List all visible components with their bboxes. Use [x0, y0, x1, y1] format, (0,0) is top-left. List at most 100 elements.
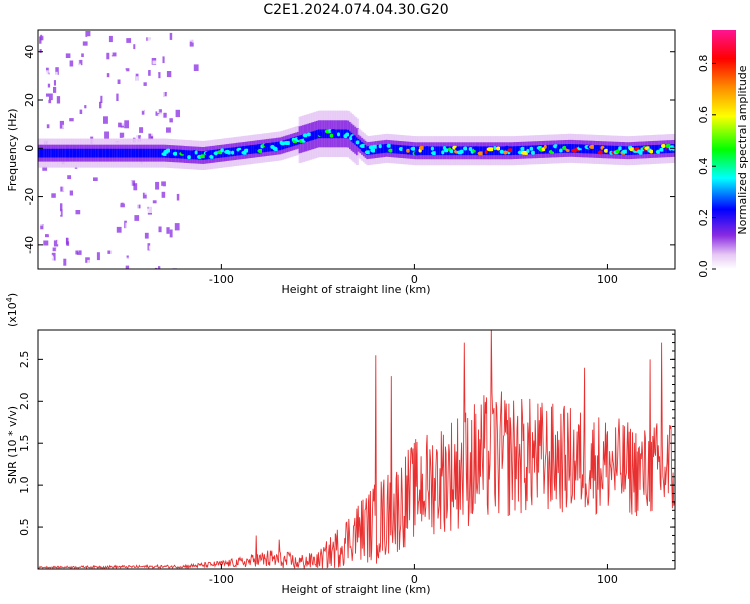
- spectrogram-noise-cell: [189, 39, 194, 47]
- spectrogram-noise-cell: [166, 227, 170, 234]
- snr-xtick-label: 0: [411, 573, 418, 586]
- spectrogram-noise-cell: [69, 190, 73, 196]
- spectrogram-core-cell: [496, 146, 500, 156]
- spectrogram-noise-cell: [75, 58, 80, 64]
- spectrogram-core-cell: [90, 148, 94, 158]
- spectrogram-noise-cell: [135, 91, 141, 97]
- spectrogram-peak-blob: [661, 144, 666, 148]
- spectrogram-noise-cell: [195, 208, 199, 214]
- spectrogram-noise-cell: [197, 238, 200, 244]
- spectrogram-noise-cell: [85, 31, 91, 37]
- spectrogram-noise-cell: [42, 52, 45, 56]
- spectrogram-core-cell: [611, 145, 615, 155]
- spectrogram-noise-cell: [80, 88, 84, 96]
- spectrogram-noise-cell: [133, 44, 136, 50]
- spectrogram-noise-cell: [66, 100, 71, 105]
- spectrogram-core-cell: [310, 131, 314, 141]
- spectrogram-noise-cell: [51, 198, 55, 207]
- spectrogram-noise-cell: [196, 108, 201, 112]
- spectrogram-noise-cell: [154, 64, 158, 73]
- snr-scale-base: (x10: [6, 302, 19, 327]
- spectrogram-core-cell: [57, 148, 61, 158]
- spectrogram-noise-cell: [56, 96, 61, 104]
- spectrogram-noise-cell: [86, 218, 90, 227]
- spectrogram-core-cell: [486, 146, 490, 156]
- spectrogram-noise-cell: [141, 233, 145, 240]
- spectrogram-noise-cell: [60, 203, 63, 211]
- spectrogram-noise-cell: [73, 201, 78, 209]
- snr-ylabel: SNR (10 * v/v): [6, 406, 19, 484]
- spectrogram-noise-cell: [123, 76, 126, 81]
- spectrogram-core-cell: [626, 146, 630, 156]
- spectrogram-noise-cell: [155, 73, 159, 80]
- spectrogram-noise-cell: [52, 102, 56, 110]
- spectrogram-noise-cell: [168, 109, 173, 115]
- spectrogram-noise-cell: [55, 67, 59, 75]
- spectrogram-core-cell: [97, 148, 101, 158]
- spectrogram-core-cell: [98, 148, 102, 158]
- spectrogram-noise-cell: [194, 129, 200, 134]
- spectrogram-noise-cell: [100, 224, 105, 232]
- spectrogram-noise-cell: [89, 239, 93, 246]
- spectrogram-noise-cell: [126, 52, 130, 61]
- spectrogram-ytick-label: 0: [23, 145, 36, 152]
- spectrogram-noise-cell: [200, 195, 205, 199]
- spectrogram-core-cell: [84, 148, 88, 158]
- spectrogram-core-cell: [415, 146, 418, 156]
- spectrogram-noise-cell: [84, 100, 90, 105]
- spectrogram-peak-blob: [503, 150, 508, 155]
- spectrogram-noise-cell: [135, 233, 139, 240]
- spectrogram-noise-cell: [67, 175, 72, 180]
- spectrogram-core-cell: [435, 146, 439, 156]
- spectrogram-noise-cell: [52, 260, 56, 266]
- spectrogram-noise-cell: [157, 109, 160, 114]
- spectrogram-noise-cell: [188, 123, 193, 131]
- spectrogram-noise-cell: [139, 224, 144, 230]
- spectrogram-core-cell: [342, 129, 345, 139]
- spectrogram-noise-cell: [159, 244, 162, 249]
- spectrogram-peak-blob: [199, 154, 207, 159]
- snr-ytick-label: 2.5: [18, 351, 31, 369]
- spectrogram-noise-cell: [57, 240, 61, 245]
- spectrogram-noise-cell: [197, 88, 201, 97]
- spectrogram-core-cell: [154, 148, 158, 158]
- spectrogram-core-cell: [595, 145, 599, 154]
- spectrogram-noise-cell: [162, 56, 165, 64]
- spectrogram-noise-cell: [81, 53, 84, 57]
- spectrogram-noise-cell: [141, 132, 144, 140]
- spectrogram-core-cell: [392, 144, 396, 154]
- spectrogram-core-cell: [105, 148, 109, 158]
- spectrogram-peak-blob: [431, 151, 438, 156]
- spectrogram-noise-cell: [96, 69, 99, 78]
- spectrogram-noise-cell: [118, 193, 122, 197]
- spectrogram-peak-blob: [257, 148, 264, 153]
- spectrogram-noise-cell: [134, 103, 139, 109]
- spectrogram-noise-cell: [123, 69, 127, 74]
- spectrogram-noise-cell: [60, 51, 64, 59]
- spectrogram-peak-blob: [205, 151, 212, 156]
- spectrogram-noise-cell: [162, 258, 168, 262]
- spectrogram-core-cell: [439, 146, 443, 156]
- spectrogram-noise-cell: [83, 56, 87, 64]
- colorbar-tick-label: 0.4: [697, 157, 710, 175]
- spectrogram-noise-cell: [133, 133, 139, 140]
- spectrogram-core-cell: [413, 146, 417, 155]
- spectrogram-noise-cell: [148, 133, 153, 141]
- spectrogram-noise-cell: [111, 214, 116, 221]
- colorbar-ramp: [712, 30, 736, 269]
- spectrogram-noise-cell: [40, 34, 44, 41]
- spectrogram-noise-cell: [157, 102, 161, 107]
- spectrogram-noise-cell: [161, 191, 166, 198]
- spectrogram-noise-cell: [44, 231, 47, 235]
- spectrogram-noise-cell: [148, 181, 152, 186]
- spectrogram-noise-cell: [75, 210, 81, 215]
- spectrogram-noise-cell: [63, 258, 67, 266]
- spectrogram-core-cell: [498, 146, 502, 156]
- spectrogram-noise-cell: [141, 246, 144, 251]
- spectrogram-noise-cell: [128, 178, 132, 187]
- spectrogram-noise-cell: [45, 47, 50, 52]
- spectrogram-noise-cell: [123, 196, 127, 204]
- spectrogram-noise-cell: [123, 208, 129, 213]
- spectrogram-noise-cell: [133, 169, 136, 176]
- spectrogram-noise-cell: [39, 49, 42, 53]
